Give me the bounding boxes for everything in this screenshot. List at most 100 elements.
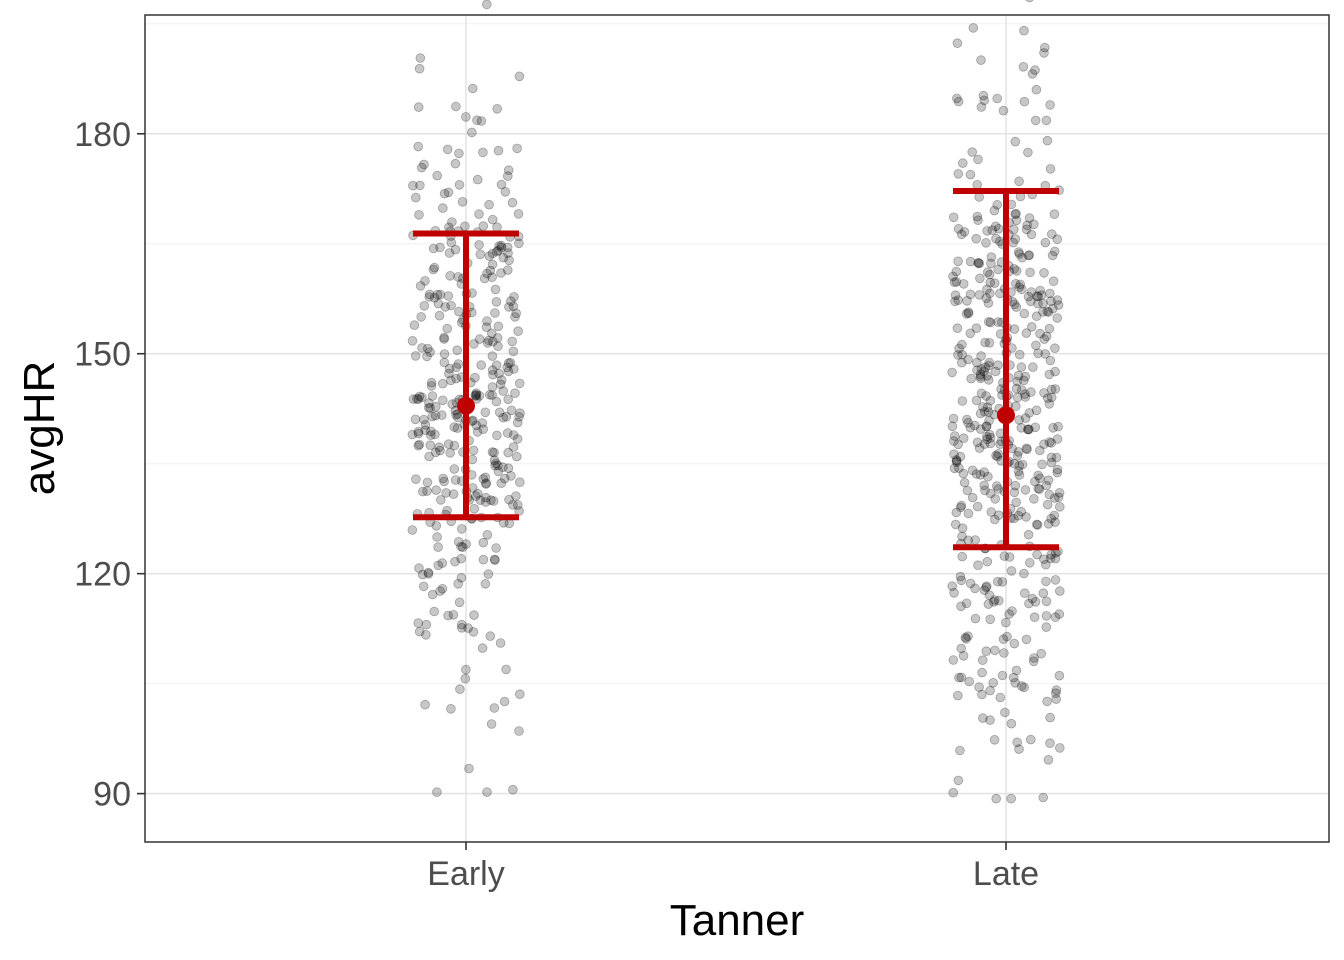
data-point-late [988, 596, 999, 607]
axis-layer: 90 120 150 180 Early Late [74, 116, 1039, 893]
data-point-late [1023, 424, 1033, 435]
data-point-early [484, 251, 495, 261]
data-point-early [471, 420, 482, 431]
data-point-late [1000, 707, 1010, 718]
data-point-late [1010, 136, 1021, 147]
data-point-early [478, 424, 489, 435]
data-point-early [430, 447, 441, 458]
data-point-early [502, 265, 513, 275]
data-point-early [435, 495, 446, 505]
data-point-early [421, 629, 431, 640]
data-point-early [502, 171, 513, 181]
data-point-late [965, 578, 976, 589]
data-point-early [419, 414, 429, 425]
data-point-late [955, 571, 966, 582]
data-point-late [1048, 422, 1058, 433]
data-point-late [1040, 349, 1050, 359]
data-point-late [985, 288, 995, 299]
data-point-late [959, 477, 970, 488]
data-point-late [1039, 334, 1049, 344]
data-point-late [1009, 487, 1020, 498]
data-point-early [442, 323, 453, 334]
data-point-late [1053, 300, 1064, 310]
data-point-late [1014, 460, 1025, 471]
data-point-late [1031, 340, 1041, 351]
data-point-late [990, 366, 1001, 377]
data-point-late [952, 690, 963, 701]
data-point-late [1006, 566, 1017, 576]
data-point-late [956, 643, 966, 654]
data-point-late [1050, 384, 1061, 394]
data-point-late [1041, 622, 1052, 632]
data-point-late [1024, 250, 1034, 260]
data-point-early [491, 296, 502, 307]
data-point-late [976, 102, 987, 112]
data-point-late [981, 646, 992, 656]
data-point-early [487, 214, 498, 225]
data-point-late [974, 290, 985, 300]
data-point-early [488, 496, 499, 506]
data-point-late [949, 449, 959, 460]
data-point-early [495, 638, 506, 648]
data-point-late [1039, 48, 1049, 58]
data-point-late [1048, 303, 1058, 314]
data-point-early [508, 784, 518, 795]
data-point-early [424, 398, 434, 408]
data-point-early [489, 703, 500, 713]
data-point-early [437, 378, 448, 389]
data-point-late [994, 236, 1005, 247]
data-point-early [446, 375, 456, 386]
data-point-late [1009, 299, 1020, 310]
data-point-early [502, 428, 513, 438]
data-point-early [514, 689, 525, 699]
data-point-early [503, 248, 513, 258]
data-point-late [1041, 596, 1052, 607]
data-point-early [469, 503, 480, 514]
data-point-late [979, 406, 990, 417]
data-point-early [444, 363, 455, 374]
data-point-late [1019, 25, 1029, 36]
data-point-late [973, 560, 983, 570]
data-point-early [426, 377, 437, 388]
data-point-late [971, 233, 981, 244]
data-point-early [504, 518, 515, 529]
data-point-late [1027, 69, 1038, 79]
data-point-early [504, 302, 514, 312]
data-point-early [499, 473, 510, 484]
data-point-late [1035, 328, 1045, 339]
data-point-early [456, 541, 466, 552]
data-point-early [507, 197, 518, 208]
data-point-early [511, 308, 522, 319]
data-point-early [420, 276, 430, 286]
data-point-early [413, 618, 424, 628]
data-point-late [983, 375, 994, 385]
data-point-early [447, 399, 458, 409]
data-point-early [506, 405, 517, 416]
data-point-late [981, 391, 991, 401]
data-point-early [419, 159, 429, 170]
y-tick-label-2: 150 [74, 336, 131, 374]
data-point-early [446, 237, 457, 248]
data-point-late [1030, 422, 1041, 433]
data-point-late [1032, 519, 1042, 530]
data-point-late [1020, 485, 1031, 495]
data-point-early [454, 180, 465, 190]
data-point-late [1039, 388, 1049, 398]
data-point-early [422, 486, 432, 496]
data-point-early [480, 497, 491, 507]
data-point-late [981, 421, 992, 431]
data-point-early [493, 145, 504, 156]
data-point-early [453, 272, 463, 282]
data-point-late [970, 535, 980, 545]
data-point-late [1024, 408, 1035, 418]
data-point-late [1046, 457, 1057, 468]
data-point-late [977, 655, 988, 665]
data-point-late [982, 267, 993, 277]
data-point-late [1021, 224, 1032, 235]
data-point-early [439, 349, 450, 359]
data-point-early [425, 402, 435, 413]
data-point-late [1009, 638, 1020, 649]
data-point-early [471, 391, 481, 401]
data-point-late [1052, 464, 1063, 475]
data-point-late [974, 682, 984, 692]
